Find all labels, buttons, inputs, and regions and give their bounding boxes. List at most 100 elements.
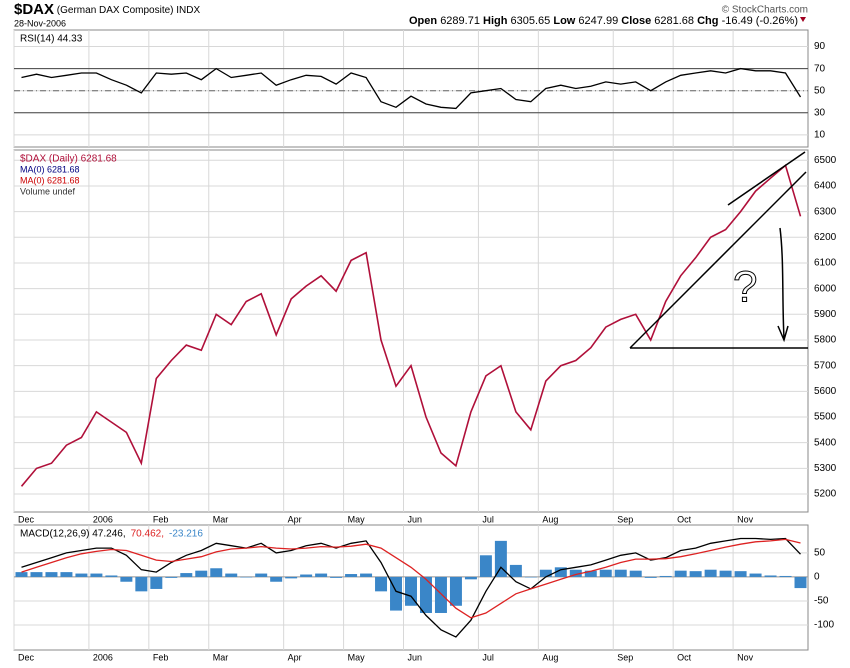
x-tick-label: Dec bbox=[18, 652, 35, 662]
histogram-bar bbox=[105, 575, 118, 577]
quote-value: 6289.71 bbox=[440, 15, 480, 27]
x-tick-label: Nov bbox=[737, 652, 754, 662]
x-tick-label: Jul bbox=[482, 652, 494, 662]
histogram-bar bbox=[599, 569, 612, 577]
y-tick-label: 0 bbox=[814, 572, 820, 583]
quote-value: 6305.65 bbox=[511, 15, 551, 27]
histogram-bar bbox=[434, 576, 447, 613]
histogram-bar bbox=[674, 570, 687, 577]
y-tick-label: 30 bbox=[814, 107, 826, 118]
x-tick-label: May bbox=[348, 652, 366, 662]
x-tick-label: Nov bbox=[737, 514, 754, 524]
histogram-bar bbox=[210, 568, 223, 577]
histogram-bar bbox=[494, 540, 507, 577]
histogram-bar bbox=[60, 572, 73, 577]
y-tick-label: 6100 bbox=[814, 258, 837, 269]
symbol-name: (German DAX Composite) bbox=[57, 5, 174, 16]
histogram-bar bbox=[794, 576, 807, 589]
histogram-bar bbox=[330, 576, 343, 578]
symbol: $DAX bbox=[14, 1, 54, 18]
trend-annotation bbox=[727, 151, 806, 206]
date: 28-Nov-2006 bbox=[14, 18, 66, 28]
x-tick-label: Oct bbox=[677, 514, 692, 524]
histogram-bar bbox=[629, 570, 642, 577]
quote-label: Close bbox=[621, 15, 651, 27]
histogram-bar bbox=[554, 567, 567, 577]
change-arrow bbox=[800, 17, 806, 22]
y-tick-label: 10 bbox=[814, 129, 826, 140]
series-line bbox=[21, 538, 801, 619]
histogram-bar bbox=[659, 575, 672, 577]
histogram-bar bbox=[315, 573, 328, 577]
histogram-bar bbox=[360, 573, 373, 577]
exchange: INDX bbox=[176, 5, 200, 16]
series-line bbox=[20, 163, 802, 487]
y-tick-label: 5600 bbox=[814, 386, 837, 397]
histogram-bar bbox=[240, 576, 253, 578]
y-tick-label: 6000 bbox=[814, 283, 837, 294]
x-tick-label: Jun bbox=[408, 652, 423, 662]
x-tick-label: Sep bbox=[617, 514, 633, 524]
histogram-bar bbox=[584, 570, 597, 577]
series-line bbox=[21, 537, 801, 638]
histogram-bar bbox=[135, 576, 148, 592]
x-tick-label: Feb bbox=[153, 652, 169, 662]
histogram-bar bbox=[449, 576, 462, 606]
histogram-bar bbox=[180, 573, 193, 577]
quote-value: 6247.99 bbox=[578, 15, 618, 27]
legend-entry: MACD(12,26,9) 47.246, bbox=[20, 529, 126, 540]
legend-entry: $DAX (Daily) 6281.68 bbox=[20, 154, 117, 165]
y-tick-label: 5700 bbox=[814, 360, 837, 371]
histogram-bar bbox=[479, 555, 492, 577]
x-tick-label: Apr bbox=[288, 514, 302, 524]
histogram-bar bbox=[734, 571, 747, 577]
y-tick-label: 50 bbox=[814, 548, 826, 559]
histogram-bar bbox=[689, 571, 702, 577]
histogram-bar bbox=[704, 569, 717, 577]
y-tick-label: 5500 bbox=[814, 412, 837, 423]
credit: © StockCharts.com bbox=[722, 5, 808, 16]
histogram-bar bbox=[150, 576, 163, 589]
y-tick-label: 6500 bbox=[814, 155, 837, 166]
series-line bbox=[21, 67, 802, 110]
y-tick-label: -100 bbox=[814, 620, 834, 631]
histogram-bar bbox=[75, 573, 88, 577]
panel bbox=[13, 149, 809, 513]
quote-label: Low bbox=[553, 15, 575, 27]
histogram-bar bbox=[45, 572, 58, 577]
quote-label: Open bbox=[409, 15, 437, 27]
x-tick-label: Oct bbox=[677, 652, 692, 662]
quote-label: Chg bbox=[697, 15, 718, 27]
x-tick-label: Aug bbox=[542, 652, 558, 662]
y-tick-label: 5200 bbox=[814, 489, 837, 500]
histogram-bar bbox=[90, 573, 103, 577]
histogram-bar bbox=[539, 569, 552, 577]
histogram-bar bbox=[405, 576, 417, 606]
y-tick-label: 70 bbox=[814, 63, 826, 74]
y-tick-label: 6400 bbox=[814, 181, 837, 192]
histogram-bar bbox=[719, 570, 732, 577]
legend-entry: -23.216 bbox=[169, 529, 203, 540]
histogram-bar bbox=[120, 576, 133, 582]
histogram-bar bbox=[419, 576, 432, 613]
quote-label: High bbox=[483, 15, 508, 27]
y-tick-label: 90 bbox=[814, 41, 826, 52]
x-tick-label: Mar bbox=[213, 514, 229, 524]
x-tick-label: Jun bbox=[408, 514, 423, 524]
histogram-bar bbox=[779, 575, 792, 577]
histogram-bar bbox=[390, 576, 403, 611]
x-tick-label: Feb bbox=[153, 514, 169, 524]
y-tick-label: 50 bbox=[814, 85, 826, 96]
x-tick-label: May bbox=[348, 514, 366, 524]
histogram-bar bbox=[644, 576, 657, 578]
histogram-bar bbox=[749, 573, 762, 577]
histogram-bar bbox=[195, 570, 208, 577]
histogram-bar bbox=[509, 564, 522, 577]
x-tick-label: Aug bbox=[542, 514, 558, 524]
x-tick-label: Apr bbox=[288, 652, 302, 662]
histogram-bar bbox=[569, 569, 582, 577]
y-tick-label: 6300 bbox=[814, 206, 837, 217]
y-tick-label: 6200 bbox=[814, 232, 837, 243]
histogram-bar bbox=[764, 575, 777, 577]
